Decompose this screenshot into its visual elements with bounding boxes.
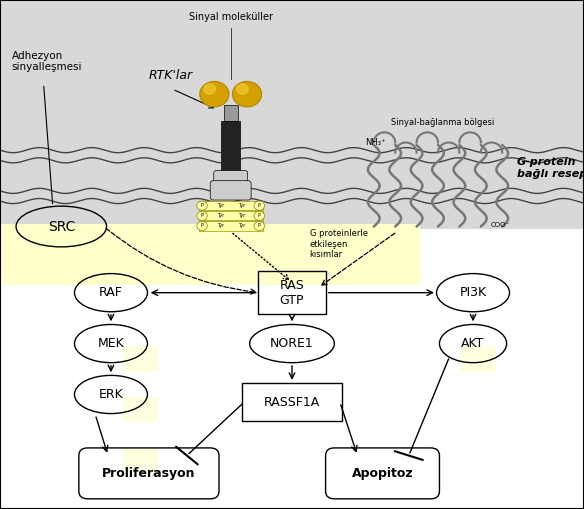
Text: Proliferasyon: Proliferasyon <box>102 467 196 480</box>
Text: P: P <box>201 203 203 208</box>
Text: ERK: ERK <box>99 388 123 401</box>
Bar <box>461 346 496 372</box>
Circle shape <box>254 221 265 231</box>
Text: PI3K: PI3K <box>460 286 486 299</box>
Bar <box>0 0 584 229</box>
FancyBboxPatch shape <box>199 211 263 220</box>
Text: AKT: AKT <box>461 337 485 350</box>
Circle shape <box>200 81 229 107</box>
Text: Tyr: Tyr <box>238 213 245 218</box>
Circle shape <box>254 201 265 210</box>
Text: Tyr: Tyr <box>217 213 224 218</box>
Text: Tyr: Tyr <box>238 223 245 229</box>
Text: NH₃⁺: NH₃⁺ <box>365 138 385 147</box>
Circle shape <box>197 211 207 220</box>
Circle shape <box>204 84 215 94</box>
Text: P: P <box>201 213 203 218</box>
Text: SRC: SRC <box>48 219 75 234</box>
Bar <box>0 224 85 285</box>
Text: RAF: RAF <box>99 286 123 299</box>
Circle shape <box>197 201 207 210</box>
Bar <box>123 397 158 422</box>
Text: Adhezyon
sinyalleşmesi: Adhezyon sinyalleşmesi <box>12 51 82 72</box>
Bar <box>85 224 420 285</box>
Text: NORE1: NORE1 <box>270 337 314 350</box>
Text: RASSF1A: RASSF1A <box>264 395 320 409</box>
Circle shape <box>232 81 262 107</box>
Text: Apopitoz: Apopitoz <box>352 467 413 480</box>
FancyBboxPatch shape <box>210 181 251 200</box>
Bar <box>0 229 584 509</box>
Text: G proteinlerle
etkileşen
kısımlar: G proteinlerle etkileşen kısımlar <box>310 230 367 259</box>
Text: Tyr: Tyr <box>238 203 245 208</box>
Text: G-protein
bağlı reseptör: G-protein bağlı reseptör <box>517 157 584 179</box>
Bar <box>123 346 158 372</box>
FancyBboxPatch shape <box>214 171 248 191</box>
Text: RTK'lar: RTK'lar <box>149 69 193 82</box>
Bar <box>224 105 238 121</box>
Circle shape <box>254 211 265 220</box>
Text: Sinyal-bağlanma bölgesi: Sinyal-bağlanma bölgesi <box>391 118 495 127</box>
Text: RAS
GTP: RAS GTP <box>280 278 304 307</box>
Text: P: P <box>258 213 260 218</box>
Text: Tyr: Tyr <box>217 203 224 208</box>
Bar <box>123 448 158 473</box>
Text: P: P <box>258 203 260 208</box>
Circle shape <box>237 84 248 94</box>
Circle shape <box>197 221 207 231</box>
Text: COO⁻: COO⁻ <box>491 221 510 228</box>
FancyBboxPatch shape <box>199 201 263 210</box>
Text: Sinyal moleküller: Sinyal moleküller <box>189 12 273 22</box>
Text: P: P <box>258 223 260 229</box>
Bar <box>221 121 240 172</box>
FancyBboxPatch shape <box>199 221 263 231</box>
Text: Tyr: Tyr <box>217 223 224 229</box>
Text: P: P <box>201 223 203 229</box>
Text: MEK: MEK <box>98 337 124 350</box>
